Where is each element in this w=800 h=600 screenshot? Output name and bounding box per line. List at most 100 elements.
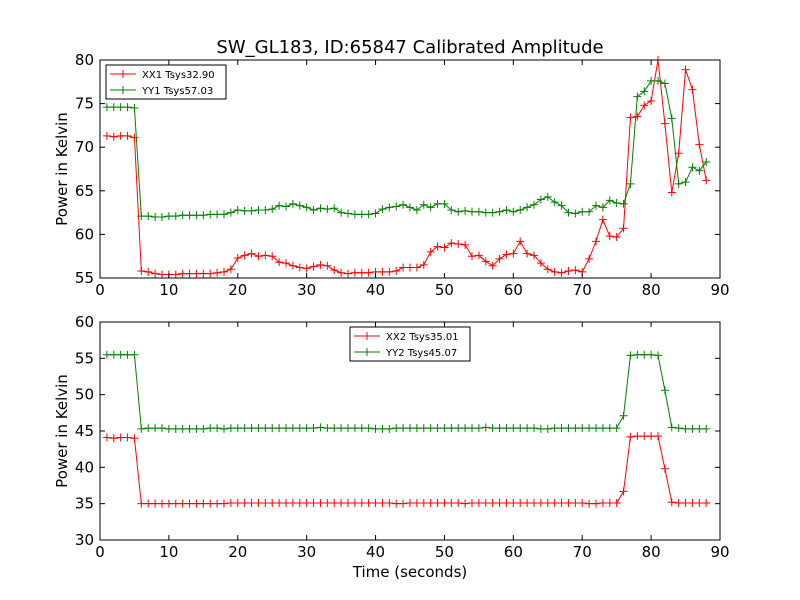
data-point <box>302 264 311 273</box>
data-point <box>171 499 180 508</box>
data-point <box>619 411 628 420</box>
data-point <box>571 424 580 433</box>
data-point <box>674 179 683 188</box>
x-tick-label: 70 <box>573 543 592 561</box>
data-point <box>474 424 483 433</box>
data-point <box>137 212 146 221</box>
x-tick-label: 30 <box>297 543 316 561</box>
data-point <box>530 498 538 507</box>
data-point <box>130 103 139 112</box>
data-point <box>516 205 525 214</box>
data-point <box>158 499 166 508</box>
data-point <box>585 424 594 433</box>
data-point <box>213 210 222 219</box>
data-point <box>619 224 628 233</box>
data-point <box>302 498 311 507</box>
data-point <box>116 350 125 359</box>
data-point <box>681 498 690 507</box>
data-point <box>144 424 153 433</box>
data-point <box>323 205 332 214</box>
data-point <box>164 212 173 221</box>
data-point <box>350 498 359 507</box>
data-point <box>226 265 235 274</box>
data-point <box>440 243 449 252</box>
x-tick-label: 70 <box>573 281 592 299</box>
data-point <box>633 112 642 121</box>
data-point <box>226 424 235 433</box>
data-point <box>702 176 711 185</box>
data-point <box>412 498 421 507</box>
top-panel: 0 10 20 30 40 50 60 70 80 90 55 60 65 70 75 80 Power in … <box>53 51 730 299</box>
data-point <box>571 266 580 275</box>
data-point <box>350 268 359 277</box>
data-point <box>109 132 118 141</box>
data-point <box>337 268 346 277</box>
data-point <box>247 498 256 507</box>
data-point <box>619 199 628 208</box>
data-point <box>598 215 607 224</box>
data-point <box>323 424 332 433</box>
data-point <box>536 195 545 204</box>
data-point <box>667 498 676 507</box>
x-tick-label: 0 <box>95 281 105 299</box>
data-point <box>295 263 304 272</box>
data-point <box>233 498 242 507</box>
data-point <box>116 103 125 112</box>
data-point <box>164 424 173 433</box>
y-tick-label: 60 <box>75 313 94 331</box>
data-point <box>592 201 600 210</box>
data-point <box>295 498 304 507</box>
data-point <box>440 199 449 208</box>
data-point <box>309 424 318 433</box>
data-point <box>454 239 463 248</box>
x-tick-label: 30 <box>297 281 316 299</box>
data-point <box>371 498 380 507</box>
data-point <box>240 251 249 260</box>
x-tick-label: 60 <box>504 543 523 561</box>
data-point <box>185 499 194 508</box>
data-point <box>309 262 318 271</box>
y-tick-label: 65 <box>75 182 94 200</box>
data-point <box>536 424 545 433</box>
data-point <box>440 424 449 433</box>
data-point <box>674 149 683 158</box>
data-point <box>213 499 222 508</box>
data-point <box>282 424 290 433</box>
data-point <box>151 269 160 278</box>
x-tick-label: 80 <box>642 281 661 299</box>
data-point <box>543 265 552 274</box>
data-point <box>557 268 566 277</box>
data-point <box>557 424 566 433</box>
data-point <box>316 423 325 432</box>
data-point <box>619 487 628 496</box>
data-point <box>592 424 600 433</box>
data-point <box>468 498 476 507</box>
data-point <box>633 92 642 101</box>
data-point <box>419 200 428 209</box>
data-point <box>523 424 532 433</box>
data-point <box>564 208 573 217</box>
data-point <box>468 252 476 261</box>
data-point <box>702 158 711 167</box>
legend-entry-label: YY1 Tsys57.03 <box>141 86 213 97</box>
data-point <box>275 498 284 507</box>
y-tick-label: 35 <box>75 495 94 513</box>
data-point <box>385 424 394 433</box>
data-point <box>220 210 228 219</box>
x-tick-label: 90 <box>710 281 729 299</box>
data-point <box>474 207 483 216</box>
data-point <box>419 260 428 269</box>
data-point <box>337 208 346 217</box>
data-point <box>199 499 208 508</box>
x-tick-label: 90 <box>710 543 729 561</box>
data-point <box>151 424 160 433</box>
x-tick-label: 50 <box>435 281 454 299</box>
legend-entry-label: XX2 Tsys35.01 <box>386 332 459 343</box>
data-point <box>240 424 249 433</box>
data-point <box>275 424 284 433</box>
plot-frame <box>99 59 721 279</box>
data-point <box>130 434 139 443</box>
data-point <box>509 424 518 433</box>
data-point <box>695 166 704 175</box>
data-point <box>137 499 146 508</box>
